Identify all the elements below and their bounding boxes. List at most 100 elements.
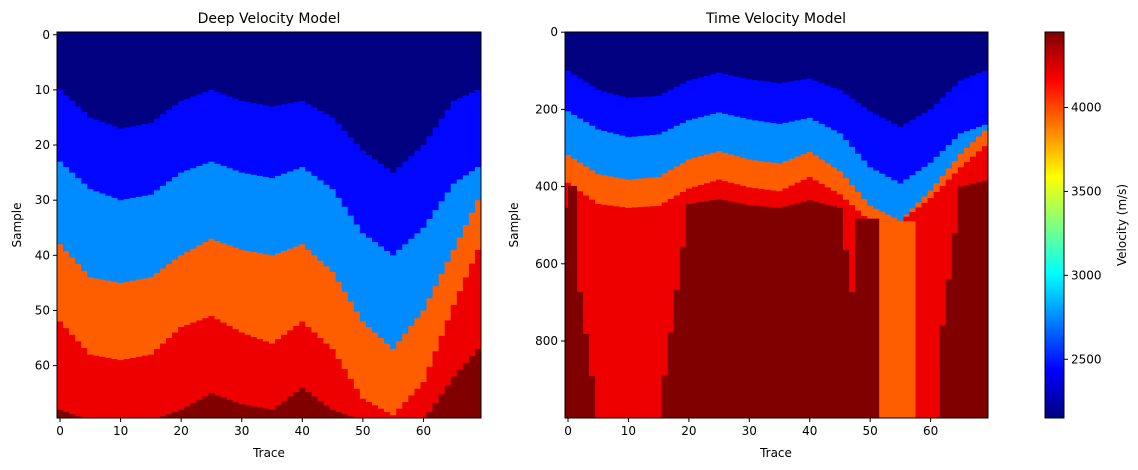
heatmap-cell [317, 180, 325, 262]
heatmap-cell [232, 98, 240, 172]
heatmap-cell [673, 86, 681, 127]
heatmap-cell [269, 255, 276, 345]
heatmap-cell [335, 281, 343, 360]
heatmap-cell [293, 169, 300, 248]
heatmap-cell [577, 162, 584, 192]
heatmap-cell [262, 408, 270, 418]
heatmap-cell [335, 359, 343, 413]
x-tick-label: 0 [56, 424, 64, 438]
time-velocity-ylabel: Sample [507, 203, 521, 248]
heatmap-cell [951, 232, 959, 418]
heatmap-cell [963, 32, 971, 79]
colorbar-gradient [1044, 31, 1065, 419]
time-velocity-frame [564, 31, 989, 419]
heatmap-cell [746, 205, 753, 418]
heatmap-cell [384, 411, 391, 418]
heatmap-cell [583, 195, 590, 335]
heatmap-cell [238, 172, 246, 251]
heatmap-cell [861, 160, 868, 200]
heatmap-cell [341, 32, 349, 132]
heatmap-cell [697, 32, 705, 78]
heatmap-cell [849, 98, 856, 148]
heatmap-cell [123, 127, 131, 200]
x-tick-label: 50 [355, 424, 370, 438]
heatmap-cell [631, 207, 639, 418]
heatmap-cell [438, 274, 446, 337]
heatmap-cell [637, 136, 645, 180]
heatmap-cell [933, 156, 941, 184]
heatmap-cell [601, 131, 608, 176]
heatmap-cell [800, 79, 808, 120]
heatmap-cell [873, 114, 880, 172]
x-tick-label: 0 [564, 424, 572, 438]
heatmap-cell [390, 255, 397, 350]
heatmap-cell [426, 411, 434, 418]
heatmap-cell [390, 415, 397, 418]
heatmap-cell [891, 32, 898, 125]
heatmap-cell [244, 173, 252, 252]
heatmap-cell [196, 94, 203, 167]
heatmap-cell [728, 32, 735, 76]
heatmap-cell [141, 355, 149, 418]
heatmap-cell [583, 122, 590, 168]
heatmap-cell [740, 118, 747, 159]
heatmap-cell [921, 32, 929, 114]
heatmap-cell [262, 254, 270, 342]
heatmap-cell [462, 175, 470, 226]
y-tick-label: 200 [535, 102, 558, 116]
colorbar-label: Velocity (m/s) [1115, 184, 1129, 266]
heatmap-cell [281, 104, 288, 175]
heatmap-cell [685, 159, 693, 190]
heatmap-cell [800, 154, 808, 181]
heatmap-cell [402, 402, 409, 418]
heatmap-cell [105, 357, 113, 418]
heatmap-cell [444, 320, 452, 387]
heatmap-cell [770, 207, 778, 418]
heatmap-cell [788, 32, 796, 82]
heatmap-cell [202, 396, 210, 418]
heatmap-cell [710, 114, 717, 154]
heatmap-cell [408, 395, 415, 418]
heatmap-cell [764, 81, 772, 123]
heatmap-cell [849, 32, 856, 100]
heatmap-cell [208, 161, 216, 240]
heatmap-cell [269, 409, 276, 418]
heatmap-cell [710, 181, 717, 201]
heatmap-cell [287, 330, 294, 398]
heatmap-cell [365, 237, 373, 328]
heatmap-cell [661, 375, 669, 418]
y-tick-label: 20 [35, 138, 50, 152]
heatmap-cell [643, 32, 651, 98]
heatmap-cell [117, 128, 125, 201]
heatmap-cell [305, 104, 312, 173]
heatmap-cell [589, 125, 596, 171]
heatmap-cell [269, 106, 276, 179]
heatmap-cell [625, 97, 633, 138]
heatmap-cell [432, 403, 440, 418]
heatmap-cell [951, 139, 959, 162]
heatmap-cell [329, 32, 337, 119]
heatmap-cell [619, 96, 627, 137]
heatmap-cell [728, 201, 735, 418]
heatmap-cell [679, 192, 687, 248]
heatmap-cell [159, 185, 167, 270]
y-tick-label: 10 [35, 83, 50, 97]
heatmap-cell [806, 78, 814, 119]
heatmap-cell [305, 171, 312, 251]
heatmap-cell [758, 121, 766, 162]
heatmap-cell [57, 321, 64, 411]
y-tick-label: 50 [35, 303, 50, 317]
heatmap-cell [957, 133, 965, 155]
heatmap-cell [794, 182, 802, 204]
heatmap-cell [323, 343, 331, 406]
heatmap-cell [232, 32, 240, 100]
heatmap-cell [722, 32, 729, 75]
heatmap-cell [275, 175, 282, 254]
heatmap-cell [963, 131, 971, 149]
heatmap-cell [607, 93, 614, 134]
heatmap-cell [613, 206, 620, 418]
heatmap-cell [135, 32, 143, 126]
heatmap-cell [166, 264, 173, 339]
heatmap-cell [782, 206, 790, 418]
